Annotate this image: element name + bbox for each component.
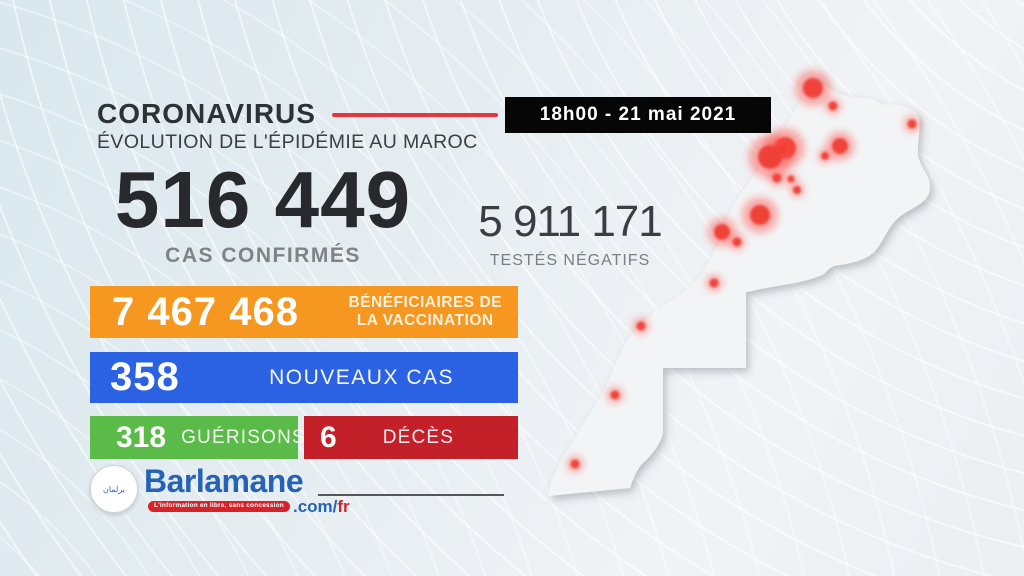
recoveries-label: GUÉRISONS [181, 426, 306, 448]
brand-name[interactable]: Barlamane [144, 463, 304, 499]
deaths-bar: 6 DÉCÈS [304, 416, 518, 459]
barlamane-logo-script: برلمان [102, 484, 125, 494]
vaccination-value: 7 467 468 [112, 289, 299, 334]
confirmed-cases-label: CAS CONFIRMÉS [165, 244, 361, 267]
footer-rule [318, 494, 504, 496]
date-badge: 18h00 - 21 mai 2021 [505, 97, 771, 133]
vaccination-bar: 7 467 468 BÉNÉFICIAIRES DE LA VACCINATIO… [90, 286, 518, 338]
deaths-value: 6 [320, 420, 337, 454]
recoveries-bar: 318 GUÉRISONS [90, 416, 305, 459]
new-cases-label: NOUVEAUX CAS [269, 365, 454, 389]
brand-tagline: L'information en libre, sans concession [148, 501, 290, 512]
case-dots-layer [566, 70, 921, 473]
brand-block: Barlamane L'information en libre, sans c… [144, 465, 350, 515]
brand-domain: .com/fr [292, 497, 350, 516]
confirmed-cases-stat: 516 449 CAS CONFIRMÉS [80, 160, 446, 268]
morocco-map-shape [548, 74, 930, 496]
negative-tests-label: TESTÉS NÉGATIFS [489, 252, 651, 269]
brand-footer: برلمان Barlamane L'information en libre,… [90, 465, 350, 515]
page-title: CORONAVIRUS [97, 98, 316, 129]
new-cases-bar: 358 NOUVEAUX CAS [90, 352, 518, 403]
negative-tests-stat: 5 911 171 TESTÉS NÉGATIFS [455, 200, 685, 270]
confirmed-cases-value: 516 449 [114, 155, 412, 244]
title-accent-rule [332, 113, 498, 117]
brand-row: L'information en libre, sans concession … [148, 498, 350, 515]
negative-tests-value: 5 911 171 [478, 197, 662, 246]
vaccination-label: BÉNÉFICIAIRES DE LA VACCINATION [348, 294, 502, 329]
recoveries-value: 318 [116, 420, 167, 454]
page-subtitle: ÉVOLUTION DE L'ÉPIDÉMIE AU MAROC [97, 131, 478, 153]
barlamane-logo-icon[interactable]: برلمان [90, 465, 138, 513]
deaths-label: DÉCÈS [382, 426, 455, 448]
new-cases-value: 358 [110, 355, 180, 399]
